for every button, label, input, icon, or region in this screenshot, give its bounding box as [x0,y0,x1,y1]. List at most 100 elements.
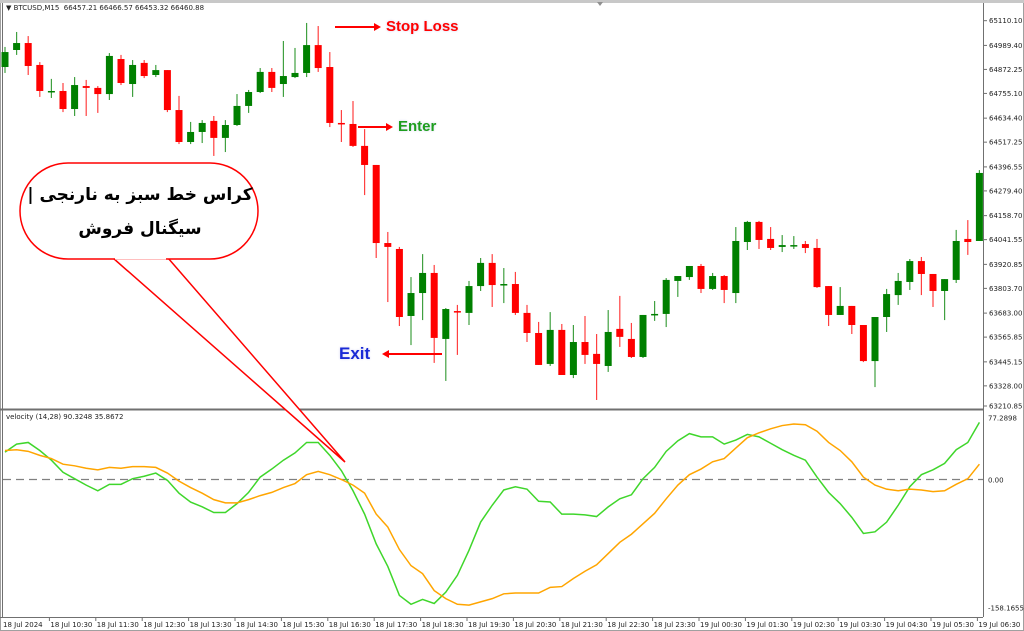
price-axis-label: 65110.10 [989,17,1022,25]
candle-body [859,325,867,362]
candle-body [245,92,253,106]
candle-body [778,245,786,247]
candle [790,236,798,249]
candle-body [152,70,160,75]
candle-body [511,284,519,313]
candle [743,220,751,250]
candle [627,322,635,358]
candle [546,312,554,366]
candle-body [291,72,299,78]
candle [430,264,438,363]
candle [210,115,218,156]
candle-body [883,294,891,318]
candle [442,307,450,381]
candle-body [337,122,345,125]
scroll-marker-icon[interactable] [597,2,603,6]
candle [848,305,856,335]
candle [859,325,867,363]
candle-body [163,70,171,111]
candle [187,121,195,145]
candle [71,77,79,116]
price-axis-label: 63445.15 [989,358,1022,366]
candle-body [523,312,531,333]
candle [511,271,519,315]
candle [36,62,44,97]
candle-body [825,286,833,315]
price-axis-label: 64989.40 [989,42,1022,50]
candle-body [639,314,647,357]
price-axis-label: 63803.70 [989,285,1022,293]
candle [488,254,496,307]
candle [685,265,693,280]
candle [674,276,682,297]
candle [767,227,775,250]
candle-body [187,131,195,143]
candle [871,317,879,388]
time-axis-label: 19 Jul 00:30 [700,621,742,629]
price-axis-label: 63683.00 [989,310,1022,318]
candle [639,314,647,358]
candle [732,227,740,304]
candle-body [1,52,9,68]
candle-body [419,272,427,294]
candle-body [929,273,937,291]
time-axis-label: 19 Jul 05:30 [932,621,974,629]
candle-body [500,284,508,286]
candle-body [47,90,55,93]
candle-body [384,243,392,247]
candle [929,273,937,307]
candle-body [720,276,728,290]
candle [361,129,369,196]
candle-body [407,293,415,316]
candlestick-series [1,22,983,400]
candle [975,170,983,241]
enter-arrow [358,123,393,131]
time-axis-label: 18 Jul 20:30 [514,621,556,629]
candle-body [395,248,403,318]
candle [801,240,809,254]
candle-body [453,311,461,313]
chart-header: ▼ BTCUSD,M15 66457.21 66466.57 66453.32 … [6,4,205,12]
candle-body [59,90,67,110]
candle-body [535,332,543,365]
time-axis-label: 18 Jul 10:30 [50,621,92,629]
candle [941,279,949,321]
velocity-slow-line [4,423,980,606]
time-axis-label: 18 Jul 18:30 [422,621,464,629]
candle [245,89,253,113]
price-axis-label: 64755.10 [989,90,1022,98]
candle [268,68,276,93]
candle [198,120,206,144]
time-axis-label: 18 Jul 14:30 [236,621,278,629]
candle-body [558,329,566,375]
candle [349,101,357,147]
candle [465,280,473,325]
candle [59,82,67,113]
candle [616,295,624,347]
candle-body [813,247,821,288]
time-axis-label: 18 Jul 2024 [3,621,43,629]
price-axis-label: 63210.85 [989,403,1022,411]
candle-body [13,43,21,50]
candle [82,79,90,116]
candle-body [268,71,276,88]
candle [709,272,717,290]
candle-body [790,245,798,247]
candle-body [836,305,844,315]
indicator-axis-label: -158.1655 [988,605,1024,613]
time-axis-label: 19 Jul 06:30 [978,621,1020,629]
candle [720,275,728,304]
candle [558,323,566,375]
candle-body [616,328,624,337]
candle-body [546,329,554,364]
candle [593,334,601,400]
price-axis-label: 64517.25 [989,139,1022,147]
ohlc-readout: 66457.21 66466.57 66453.32 66460.88 [63,4,205,12]
candle [314,26,322,72]
candle-body [233,105,241,125]
candle-body [140,62,148,77]
candle-body [442,309,450,339]
candle [453,304,461,355]
price-axis-label: 64279.40 [989,187,1022,195]
candle-body [256,71,264,93]
